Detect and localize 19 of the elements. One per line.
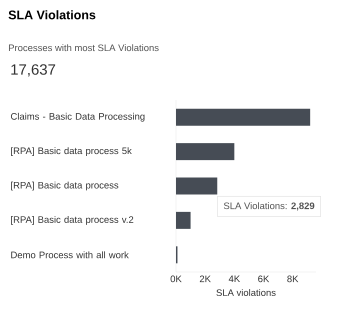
x-tick-label: 0K [170,276,182,282]
x-axis-title: SLA violations [216,289,276,296]
text: Processes with most SLA Violations [8,44,159,52]
y-tick-label: [RPA] Basic data process 5k [11,147,132,156]
y-tick-label: [RPA] Basic data process v.2 [11,216,134,225]
text: 17,637 [11,64,56,77]
x-tick-label: 4K [228,276,240,282]
bar [176,108,310,126]
annotation: SLA Violations: 2,829 [224,202,314,211]
y-tick-label: Demo Process with all work [11,251,129,258]
bar [176,143,234,160]
bar [176,212,191,229]
x-tick-label: 2K [200,276,211,282]
bar [176,178,218,195]
x-tick-label: 8K [287,276,298,282]
x-tick-label: 6K [258,276,270,282]
y-tick-label: [RPA] Basic data process [11,182,118,190]
y-tick-label: Claims - Basic Data Processing [10,112,144,122]
text: SLA Violations [8,10,96,20]
